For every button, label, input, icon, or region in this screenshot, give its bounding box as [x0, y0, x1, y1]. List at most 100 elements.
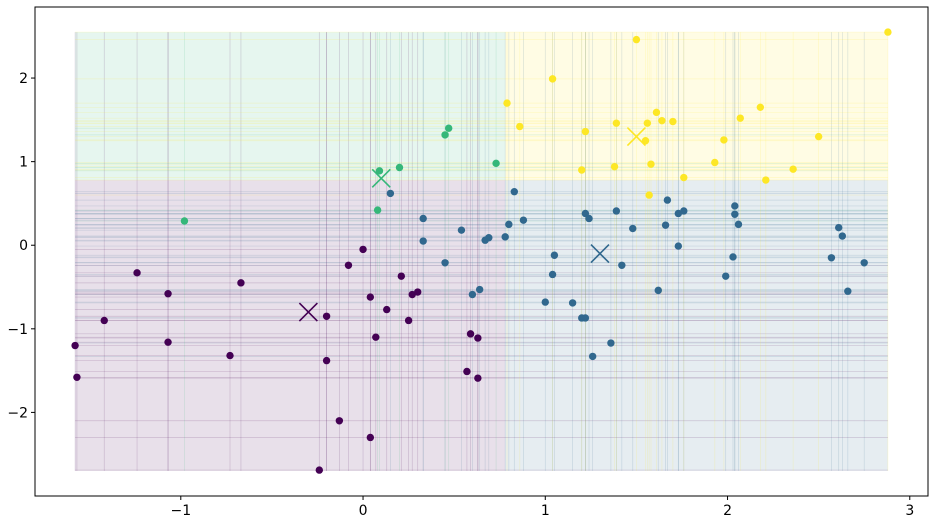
data-point-cluster-3 [581, 127, 590, 136]
data-point-cluster-3 [736, 114, 744, 122]
data-point-cluster-1 [844, 287, 852, 295]
data-point-cluster-1 [419, 214, 427, 223]
data-point-cluster-0 [100, 316, 108, 325]
x-tick-label: 0 [359, 503, 368, 519]
data-point-cluster-3 [632, 35, 641, 44]
data-point-cluster-2 [492, 159, 500, 168]
region-hatch-lines [74, 31, 889, 471]
axes: −1 0 1 2 3 −2 −1 0 1 2 [7, 6, 929, 519]
data-point-cluster-3 [814, 132, 823, 141]
data-point-cluster-3 [612, 119, 621, 127]
data-point-cluster-0 [71, 341, 79, 350]
data-point-cluster-1 [505, 220, 513, 229]
x-tick-label: 2 [723, 503, 732, 519]
centroid-stroke [626, 126, 646, 147]
data-point-cluster-2 [441, 131, 449, 139]
data-point-cluster-0 [366, 293, 375, 301]
data-point-cluster-1 [568, 299, 577, 307]
data-point-cluster-0 [366, 433, 375, 442]
data-point-cluster-0 [322, 356, 331, 365]
data-point-cluster-3 [652, 108, 661, 117]
data-point-cluster-3 [720, 136, 728, 144]
data-point-cluster-1 [548, 270, 557, 279]
data-point-cluster-1 [441, 259, 449, 267]
data-points [71, 28, 892, 474]
x-tick-label: 3 [905, 503, 914, 519]
data-point-cluster-1 [607, 339, 615, 347]
data-point-cluster-0 [322, 312, 331, 320]
data-point-cluster-0 [404, 316, 413, 325]
data-point-cluster-3 [548, 75, 557, 83]
data-point-cluster-0 [237, 279, 245, 287]
centroid-markers [298, 126, 646, 322]
data-point-cluster-3 [503, 99, 511, 107]
data-point-cluster-0 [414, 288, 422, 296]
data-point-cluster-0 [226, 351, 234, 360]
data-point-cluster-1 [612, 207, 621, 215]
data-point-cluster-3 [645, 191, 653, 199]
data-point-cluster-3 [643, 119, 652, 127]
plot-frame [34, 6, 929, 497]
centroid-stroke [298, 302, 318, 322]
data-point-cluster-3 [669, 117, 677, 126]
data-point-cluster-0 [383, 305, 391, 314]
data-point-cluster-0 [164, 338, 172, 346]
data-point-cluster-1 [731, 202, 739, 210]
data-point-cluster-2 [373, 206, 382, 214]
data-point-cluster-1 [661, 221, 670, 229]
data-point-cluster-0 [73, 373, 81, 382]
data-point-cluster-1 [510, 188, 519, 196]
data-point-cluster-3 [762, 176, 770, 184]
data-point-cluster-1 [519, 216, 528, 224]
data-point-cluster-0 [315, 466, 324, 474]
data-point-cluster-0 [463, 367, 471, 376]
data-point-cluster-3 [641, 137, 650, 145]
data-point-cluster-1 [585, 214, 593, 223]
x-tick-label: 1 [541, 503, 550, 519]
centroid-marker-cluster-1 [590, 244, 610, 264]
data-point-cluster-2 [180, 217, 189, 225]
data-point-cluster-0 [474, 374, 482, 382]
data-point-cluster-1 [663, 196, 672, 204]
y-tick-label: 2 [19, 71, 28, 87]
data-point-cluster-1 [541, 298, 549, 306]
data-point-cluster-1 [838, 232, 847, 240]
centroid-marker-cluster-3 [626, 126, 646, 147]
data-point-cluster-1 [501, 233, 509, 241]
data-point-cluster-0 [359, 245, 367, 254]
data-point-cluster-0 [474, 334, 482, 342]
data-point-cluster-3 [789, 165, 797, 173]
y-tick-label: 1 [19, 155, 28, 171]
data-point-cluster-0 [372, 333, 380, 341]
data-point-cluster-1 [485, 234, 493, 242]
data-point-cluster-1 [860, 259, 868, 267]
decision-regions [75, 32, 888, 471]
data-point-cluster-1 [618, 261, 626, 269]
data-point-cluster-1 [827, 254, 836, 262]
data-point-cluster-1 [731, 210, 739, 219]
data-point-cluster-1 [550, 251, 559, 259]
data-point-cluster-1 [419, 237, 427, 245]
data-point-cluster-0 [344, 261, 353, 269]
data-point-cluster-1 [722, 272, 730, 280]
centroid-stroke [590, 244, 610, 264]
data-point-cluster-3 [711, 158, 719, 167]
data-point-cluster-0 [133, 269, 141, 277]
y-tick-label: −2 [7, 405, 28, 421]
data-point-cluster-1 [457, 226, 466, 234]
data-point-cluster-1 [654, 286, 662, 295]
centroid-marker-cluster-2 [371, 168, 391, 188]
data-point-cluster-2 [444, 124, 453, 132]
data-point-cluster-1 [629, 224, 637, 233]
y-tick-label: −1 [7, 322, 28, 338]
y-tick-label: 0 [19, 238, 28, 254]
data-point-cluster-1 [729, 253, 737, 261]
data-point-cluster-1 [588, 352, 597, 361]
data-point-cluster-3 [610, 162, 619, 171]
data-point-cluster-0 [164, 290, 172, 298]
decision-region-cluster-2 [75, 32, 506, 181]
data-point-cluster-3 [578, 166, 586, 174]
data-point-cluster-1 [581, 314, 590, 322]
